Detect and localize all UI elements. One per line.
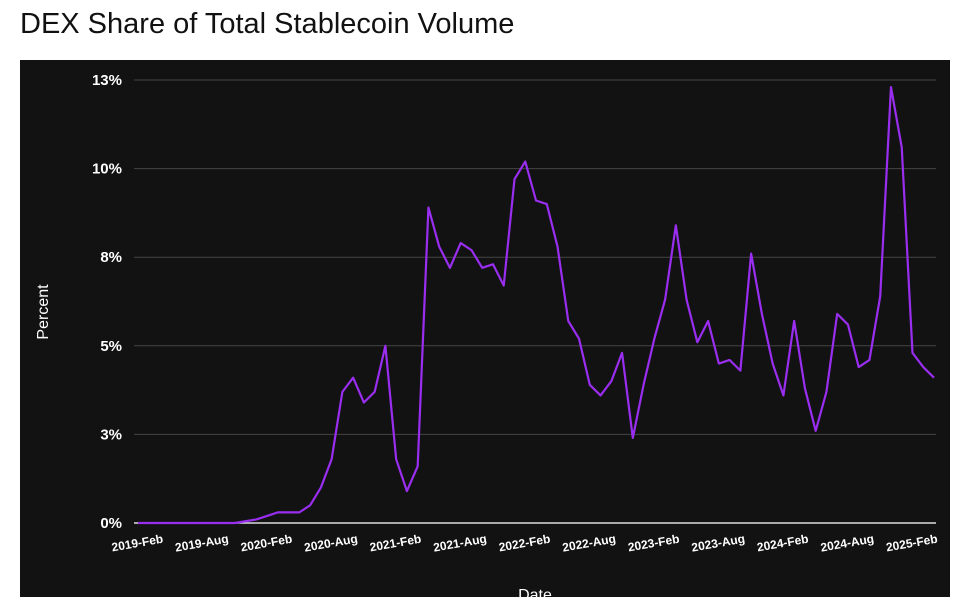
plot-background: [20, 60, 950, 597]
chart-title: DEX Share of Total Stablecoin Volume: [20, 8, 515, 40]
line-series: [138, 85, 935, 525]
y-tick-label: 13%: [92, 72, 122, 89]
y-tick-label: 3%: [100, 426, 122, 443]
y-tick-label: 8%: [100, 249, 122, 266]
x-axis-label: Date: [518, 587, 552, 604]
y-axis-label: Percent: [35, 284, 52, 340]
y-tick-label: 0%: [100, 515, 122, 532]
y-tick-label: 5%: [100, 338, 122, 355]
y-tick-label: 10%: [92, 161, 122, 178]
